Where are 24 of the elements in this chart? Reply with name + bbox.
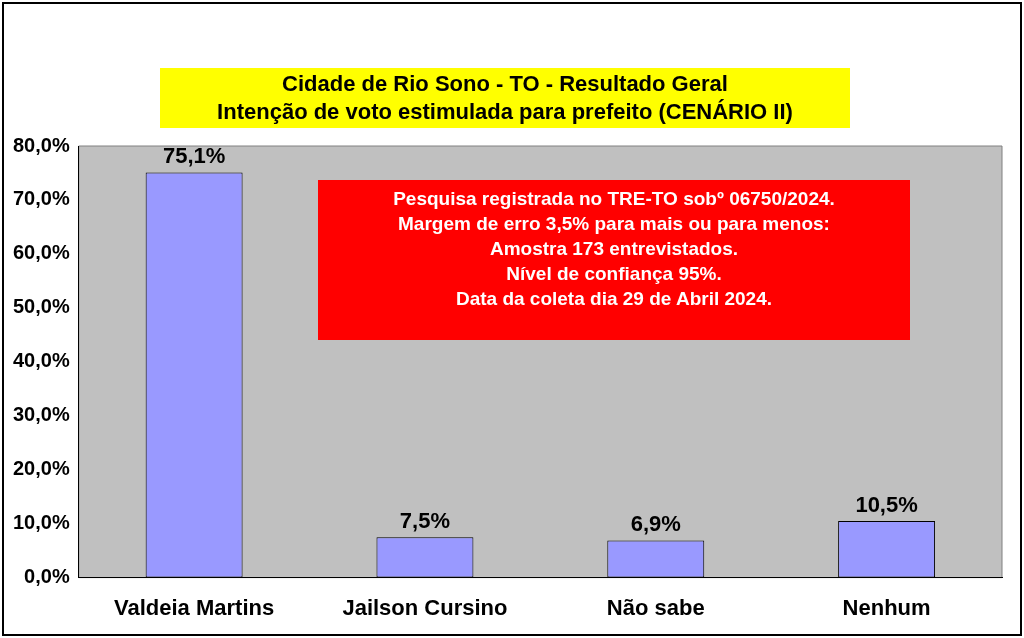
- data-label: 7,5%: [399, 508, 451, 534]
- y-tick-label: 10,0%: [12, 511, 70, 534]
- x-tick-label: Valdeia Martins: [114, 594, 275, 620]
- annotation: Data da coleta dia 29 de Abril 2024.: [454, 287, 774, 311]
- y-tick-label: 80,0%: [12, 133, 70, 156]
- y-tick-label: 40,0%: [12, 349, 70, 372]
- annotation: Nível de confiança 95%.: [505, 262, 723, 286]
- y-tick-label: 30,0%: [12, 403, 70, 426]
- y-tick-label: 0,0%: [24, 565, 70, 588]
- chart-title: Cidade de Rio Sono - TO - Resultado Geral: [281, 70, 729, 98]
- y-tick-label: 50,0%: [12, 295, 70, 318]
- x-tick-label: Nenhum: [842, 594, 931, 620]
- annotation: Pesquisa registrada no TRE-TO sobº 06750/2024.: [392, 187, 836, 211]
- y-tick-label: 60,0%: [12, 241, 70, 264]
- annotation: Margem de erro 3,5% para mais ou para menos:: [397, 212, 831, 236]
- data-label: 6,9%: [630, 511, 681, 537]
- data-label: 10,5%: [855, 492, 918, 518]
- chart-subtitle: Intenção de voto estimulada para prefeito (CENÁRIO II): [216, 98, 794, 126]
- annotation: Amostra 173 entrevistados.: [488, 237, 740, 261]
- data-label: 75,1%: [162, 143, 226, 169]
- y-tick-label: 20,0%: [12, 457, 70, 480]
- x-tick-label: Não sabe: [606, 594, 705, 620]
- y-tick-label: 70,0%: [12, 187, 70, 210]
- x-tick-label: Jailson Cursino: [342, 594, 508, 620]
